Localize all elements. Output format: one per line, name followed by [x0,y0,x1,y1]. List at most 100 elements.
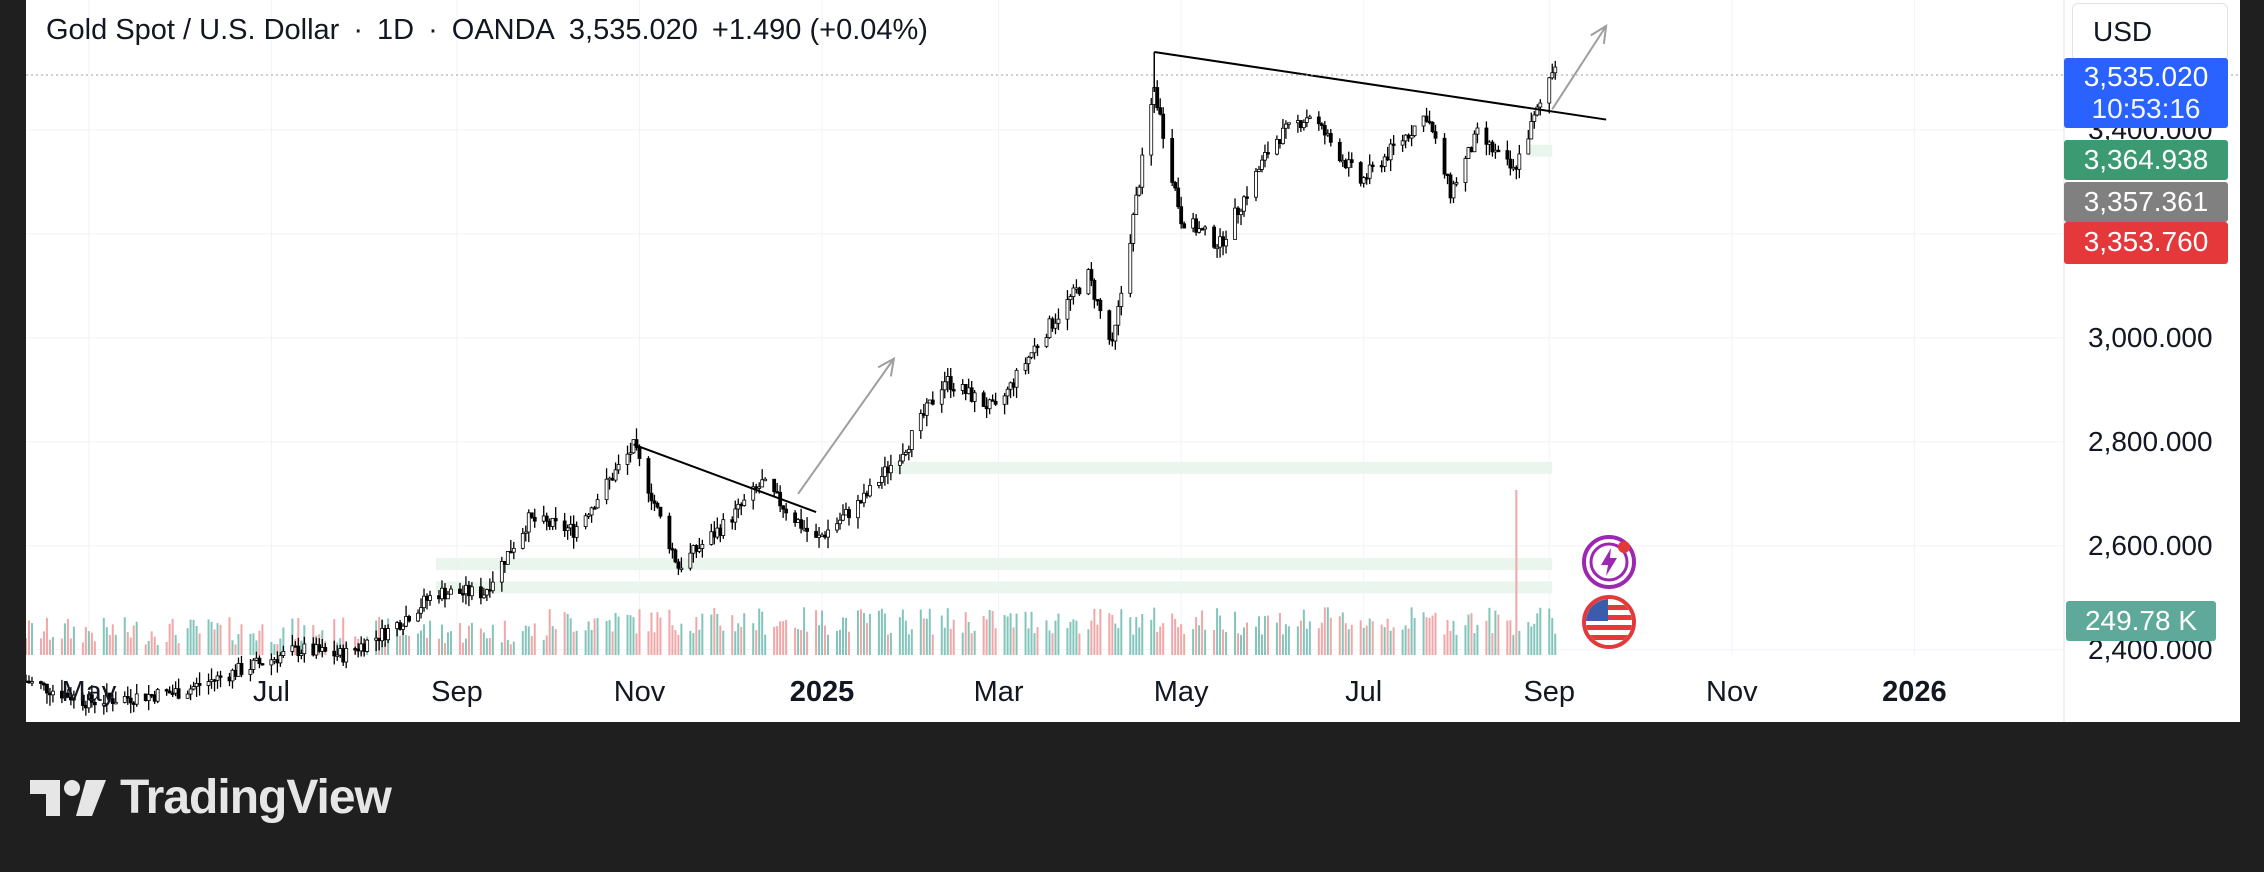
tradingview-logo[interactable]: TradingView [30,770,392,825]
candle-body [197,682,202,686]
candle-body [862,492,866,504]
candle-body [89,694,94,703]
candle-body [125,696,130,699]
candle-body [1224,239,1228,247]
volume-bar [342,617,345,655]
volume-bar [677,634,680,655]
volume-bar [943,627,946,655]
volume-bar [48,639,51,655]
lightning-icon[interactable] [1582,535,1636,589]
candle-body [338,648,343,656]
last-price-value: 3,535.020 [2083,61,2209,92]
candle-body [1092,280,1097,300]
candle-body [1197,228,1202,233]
candle-body [984,406,989,410]
volume-bar [177,643,180,655]
volume-bar [1386,618,1389,655]
candle-body [51,690,55,696]
candle-body [134,693,139,705]
candle-body [1131,214,1136,244]
volume-bar [1266,615,1269,655]
candle-body [1221,236,1225,247]
trendline [633,443,817,513]
candle-body [344,648,349,663]
volume-bar [509,644,512,655]
volume-bar [219,624,222,655]
volume-bar [584,630,587,655]
candle-body [1406,134,1411,139]
candle-body [966,387,971,394]
volume-bar [111,624,114,655]
candle-body [1077,287,1082,295]
volume-bar [1350,624,1353,655]
candle-body [751,486,756,501]
candle-body [835,523,839,531]
candle-body [1113,324,1118,342]
price-chart[interactable] [26,0,2240,722]
candle-body [625,453,630,465]
volume-bar [566,613,569,655]
candle-body [293,645,298,648]
volume-bar [1057,613,1060,655]
candle-body [1071,287,1076,297]
volume-bar [1171,613,1174,655]
volume-bar [1362,627,1365,655]
candle-body [1370,164,1375,167]
candle-body [676,561,681,569]
volume-bar [1494,610,1497,655]
candle-body [191,686,196,690]
volume-bar [1368,618,1371,655]
volume-bar [1536,613,1539,655]
volume-bar [384,643,387,655]
candle-body [1316,116,1321,125]
candle-body [1002,395,1007,405]
volume-bar [1099,609,1102,655]
volume-bar [1326,607,1329,655]
last-price: 3,535.020 [568,14,698,46]
volume-bar [237,634,240,655]
chart-panel[interactable]: Gold Spot / U.S. Dollar · 1D · OANDA 3,5… [26,0,2240,722]
candle-body [1433,131,1438,139]
candle-body [1236,207,1240,216]
volume-bar [512,641,515,655]
volume-bar [189,619,192,655]
candle-body [1529,121,1534,140]
volume-bar [228,617,231,655]
volume-bar [1222,629,1225,655]
volume-bar [542,640,545,655]
volume-bar [940,615,943,655]
candle-body [1517,153,1522,170]
volume-bar [931,634,934,655]
volume-bar [668,609,671,655]
candle-body [1448,174,1453,199]
volume-bar [548,609,551,655]
candle-body [595,499,600,509]
currency-button[interactable]: USD [2072,3,2228,61]
candle-body [1098,299,1103,312]
candle-body [574,526,579,538]
candle-body [296,645,301,656]
candle-body [945,376,950,383]
candle-body [1472,133,1477,153]
volume-bar [449,631,452,655]
candle-body [511,547,516,553]
volume-bar [671,625,674,655]
us-flag-icon[interactable] [1582,595,1636,649]
header-separator: · [428,14,438,46]
volume-bar [1219,615,1222,655]
interval-label[interactable]: 1D [377,14,415,46]
candle-body [155,689,160,702]
candle-body [1182,223,1187,229]
volume-bar [530,635,533,655]
candle-body [1011,382,1016,388]
candle-body [1257,169,1261,172]
candle-body [1346,159,1351,169]
candle-body [1014,369,1019,388]
candle-body [742,499,747,506]
candle-body [1490,141,1495,153]
candle-body [1319,123,1324,126]
candle-body [464,584,468,595]
time-axis-label: May [1153,676,1209,708]
candle-body [233,669,238,677]
volume-bar [1159,626,1162,655]
